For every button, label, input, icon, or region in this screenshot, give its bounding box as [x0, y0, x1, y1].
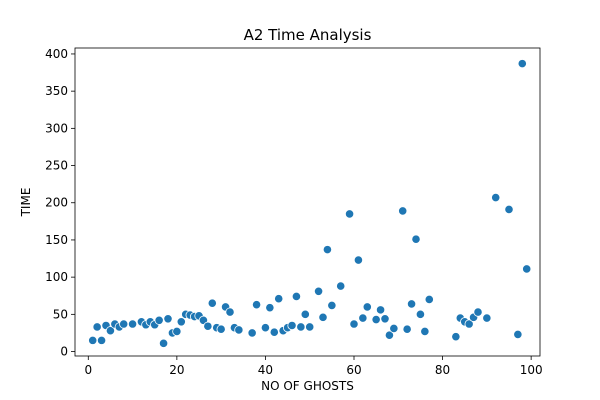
plot-layer — [88, 59, 532, 348]
y-tick-label: 250 — [45, 159, 68, 173]
data-point — [353, 255, 364, 265]
data-point — [172, 326, 182, 337]
data-point — [247, 328, 257, 338]
data-point — [296, 322, 306, 332]
data-point — [362, 302, 372, 312]
data-point — [305, 322, 315, 332]
data-point — [473, 307, 483, 317]
data-point — [424, 294, 434, 305]
data-point — [375, 305, 386, 315]
data-point — [127, 319, 138, 329]
data-point — [322, 245, 333, 255]
data-point — [380, 314, 390, 324]
data-point — [504, 204, 514, 215]
data-point — [105, 326, 116, 336]
data-point — [349, 319, 359, 329]
data-point — [482, 313, 492, 323]
data-point — [119, 319, 129, 329]
y-axis-label: TIME — [19, 188, 33, 218]
y-tick-label: 0 — [60, 345, 68, 359]
x-axis-label: NO OF GHOSTS — [261, 379, 354, 393]
x-tick-label: 40 — [258, 363, 273, 377]
x-tick-label: 20 — [169, 363, 184, 377]
data-point — [260, 323, 271, 333]
data-point — [411, 234, 421, 244]
data-point — [96, 335, 107, 345]
data-point — [358, 313, 368, 323]
data-point — [300, 309, 310, 319]
data-point — [491, 192, 501, 203]
axes-layer: 0 20 40 60 80 100 0 50 100 150 200 250 300 350 400 — [45, 47, 543, 377]
x-tick-label: 0 — [84, 363, 92, 377]
data-point — [451, 332, 461, 342]
data-point — [327, 300, 337, 311]
y-tick-label: 350 — [45, 84, 68, 98]
data-point — [406, 299, 417, 309]
data-point — [415, 309, 426, 319]
y-tick-label: 300 — [45, 121, 68, 135]
data-point — [344, 209, 355, 219]
data-point — [384, 330, 395, 340]
data-point — [522, 264, 532, 274]
data-point — [88, 335, 98, 345]
data-point — [203, 321, 213, 331]
data-point — [216, 324, 226, 334]
data-point — [291, 291, 302, 302]
data-point — [163, 314, 173, 324]
y-tick-label: 100 — [45, 270, 68, 284]
data-point — [176, 317, 186, 327]
data-point — [420, 326, 430, 337]
data-point — [336, 281, 346, 291]
data-point — [464, 319, 474, 329]
x-tick-label: 60 — [346, 363, 361, 377]
data-point — [398, 206, 408, 216]
data-point — [251, 300, 262, 310]
data-point — [207, 298, 217, 308]
plot-frame — [74, 47, 541, 357]
data-point — [154, 315, 164, 325]
x-tick-label: 80 — [435, 363, 450, 377]
data-point — [371, 314, 381, 325]
y-tick-label: 150 — [45, 233, 68, 247]
data-point — [287, 320, 297, 331]
data-point — [269, 327, 279, 337]
data-point — [313, 286, 324, 296]
data-point — [318, 312, 328, 322]
data-point — [517, 59, 527, 69]
y-tick-label: 200 — [45, 196, 68, 210]
data-point — [389, 323, 399, 334]
data-point — [158, 338, 169, 348]
data-point — [92, 322, 102, 332]
data-point — [402, 324, 412, 334]
data-point — [234, 325, 244, 335]
data-point — [274, 294, 284, 304]
data-point — [225, 307, 235, 317]
x-tick-label: 100 — [520, 363, 543, 377]
y-tick-label: 400 — [45, 47, 68, 61]
chart-title: A2 Time Analysis — [244, 26, 372, 44]
y-tick-label: 50 — [53, 307, 68, 321]
data-point — [513, 329, 523, 340]
data-point — [265, 303, 275, 313]
